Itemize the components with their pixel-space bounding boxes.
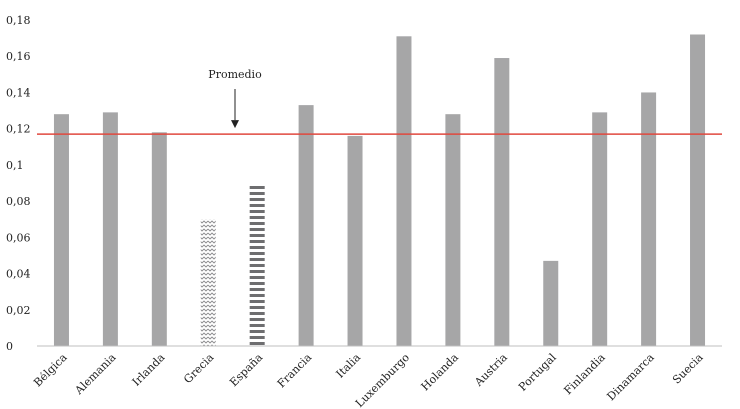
bar-portugal <box>543 260 559 346</box>
x-axis-labels: Bélgica Alemania Irlanda Grecia España Franci… <box>31 351 706 409</box>
bar-españa <box>249 184 265 346</box>
arrowhead-icon <box>231 120 239 129</box>
average-annotation: Promedio <box>208 68 262 129</box>
x-tick-label: Dinamarca <box>604 351 657 404</box>
y-tick-label: 0,08 <box>6 195 31 208</box>
x-tick-label: Alemania <box>72 351 119 398</box>
y-axis-ticks: 0 0,02 0,04 0,06 0,08 0,1 0,12 0,14 0,16 0,18 <box>6 14 31 353</box>
bar-francia <box>298 105 314 346</box>
y-tick-label: 0 <box>6 340 13 353</box>
x-tick-label: Italia <box>334 351 364 381</box>
y-tick-label: 0,18 <box>6 14 31 27</box>
x-tick-label: Francia <box>275 351 315 391</box>
x-tick-label: Irlanda <box>130 351 168 389</box>
bar-irlanda <box>151 132 167 346</box>
y-tick-label: 0,1 <box>6 159 24 172</box>
x-tick-label: Suecia <box>670 351 706 387</box>
bar-holanda <box>445 114 461 346</box>
bar-finlandia <box>592 112 608 346</box>
y-tick-label: 0,14 <box>6 86 31 99</box>
x-tick-label: España <box>227 351 265 389</box>
y-tick-label: 0,02 <box>6 304 31 317</box>
bar-grecia <box>200 219 216 346</box>
y-tick-label: 0,04 <box>6 268 31 281</box>
x-tick-label: Holanda <box>419 351 462 394</box>
x-tick-label: Grecia <box>181 351 217 387</box>
y-tick-label: 0,12 <box>6 123 31 136</box>
bar-italia <box>347 135 363 346</box>
bar-alemania <box>102 112 118 346</box>
bar-suecia <box>690 34 706 346</box>
x-tick-label: Portugal <box>516 351 559 394</box>
y-tick-label: 0,16 <box>6 50 31 63</box>
bar-bélgica <box>53 114 69 346</box>
bar-austria <box>494 58 510 347</box>
bar-dinamarca <box>641 92 657 346</box>
bars <box>53 34 706 347</box>
bar-luxemburgo <box>396 36 412 347</box>
x-tick-label: Bélgica <box>31 351 70 390</box>
x-tick-label: Austria <box>471 351 510 390</box>
x-tick-label: Finlandia <box>561 351 608 398</box>
y-tick-label: 0,06 <box>6 231 31 244</box>
average-label: Promedio <box>208 68 262 81</box>
